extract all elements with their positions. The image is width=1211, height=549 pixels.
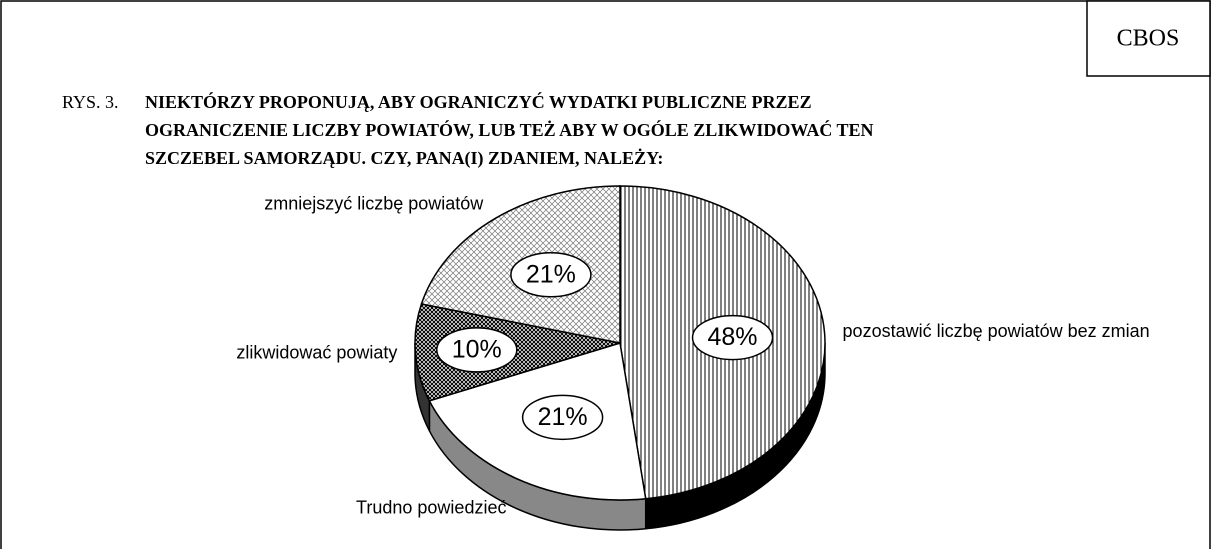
category-label: Trudno powiedzieć xyxy=(356,497,506,517)
value-label: 48% xyxy=(708,323,758,351)
category-label: zmniejszyć liczbę powiatów xyxy=(264,193,484,213)
pie: 48% pozostawić liczbę powiatów bez zmian 2… xyxy=(236,185,1150,531)
title-line: OGRANICZENIE LICZBY POWIATÓW, LUB TEŻ AB… xyxy=(145,119,874,140)
value-label-bubble xyxy=(521,394,604,441)
value-label-bubble xyxy=(510,252,592,298)
category-label: zlikwidować powiaty xyxy=(236,343,397,363)
value-label: 10% xyxy=(452,336,502,364)
value-label-bubble xyxy=(436,327,518,373)
source-box xyxy=(1086,0,1211,77)
title-line: SZCZEBEL SAMORZĄDU. CZY, PANA(I) ZDANIEM… xyxy=(145,148,663,169)
title-line: NIEKTÓRZY PROPONUJĄ, ABY OGRANICZYĆ WYDA… xyxy=(145,91,812,112)
value-label-bubble xyxy=(691,314,774,361)
value-label: 21% xyxy=(526,260,576,288)
figure-label: RYS. 3. xyxy=(62,92,119,112)
source: CBOS xyxy=(1117,26,1180,52)
value-label: 21% xyxy=(538,403,588,431)
category-label: pozostawić liczbę powiatów bez zmian xyxy=(843,321,1150,341)
